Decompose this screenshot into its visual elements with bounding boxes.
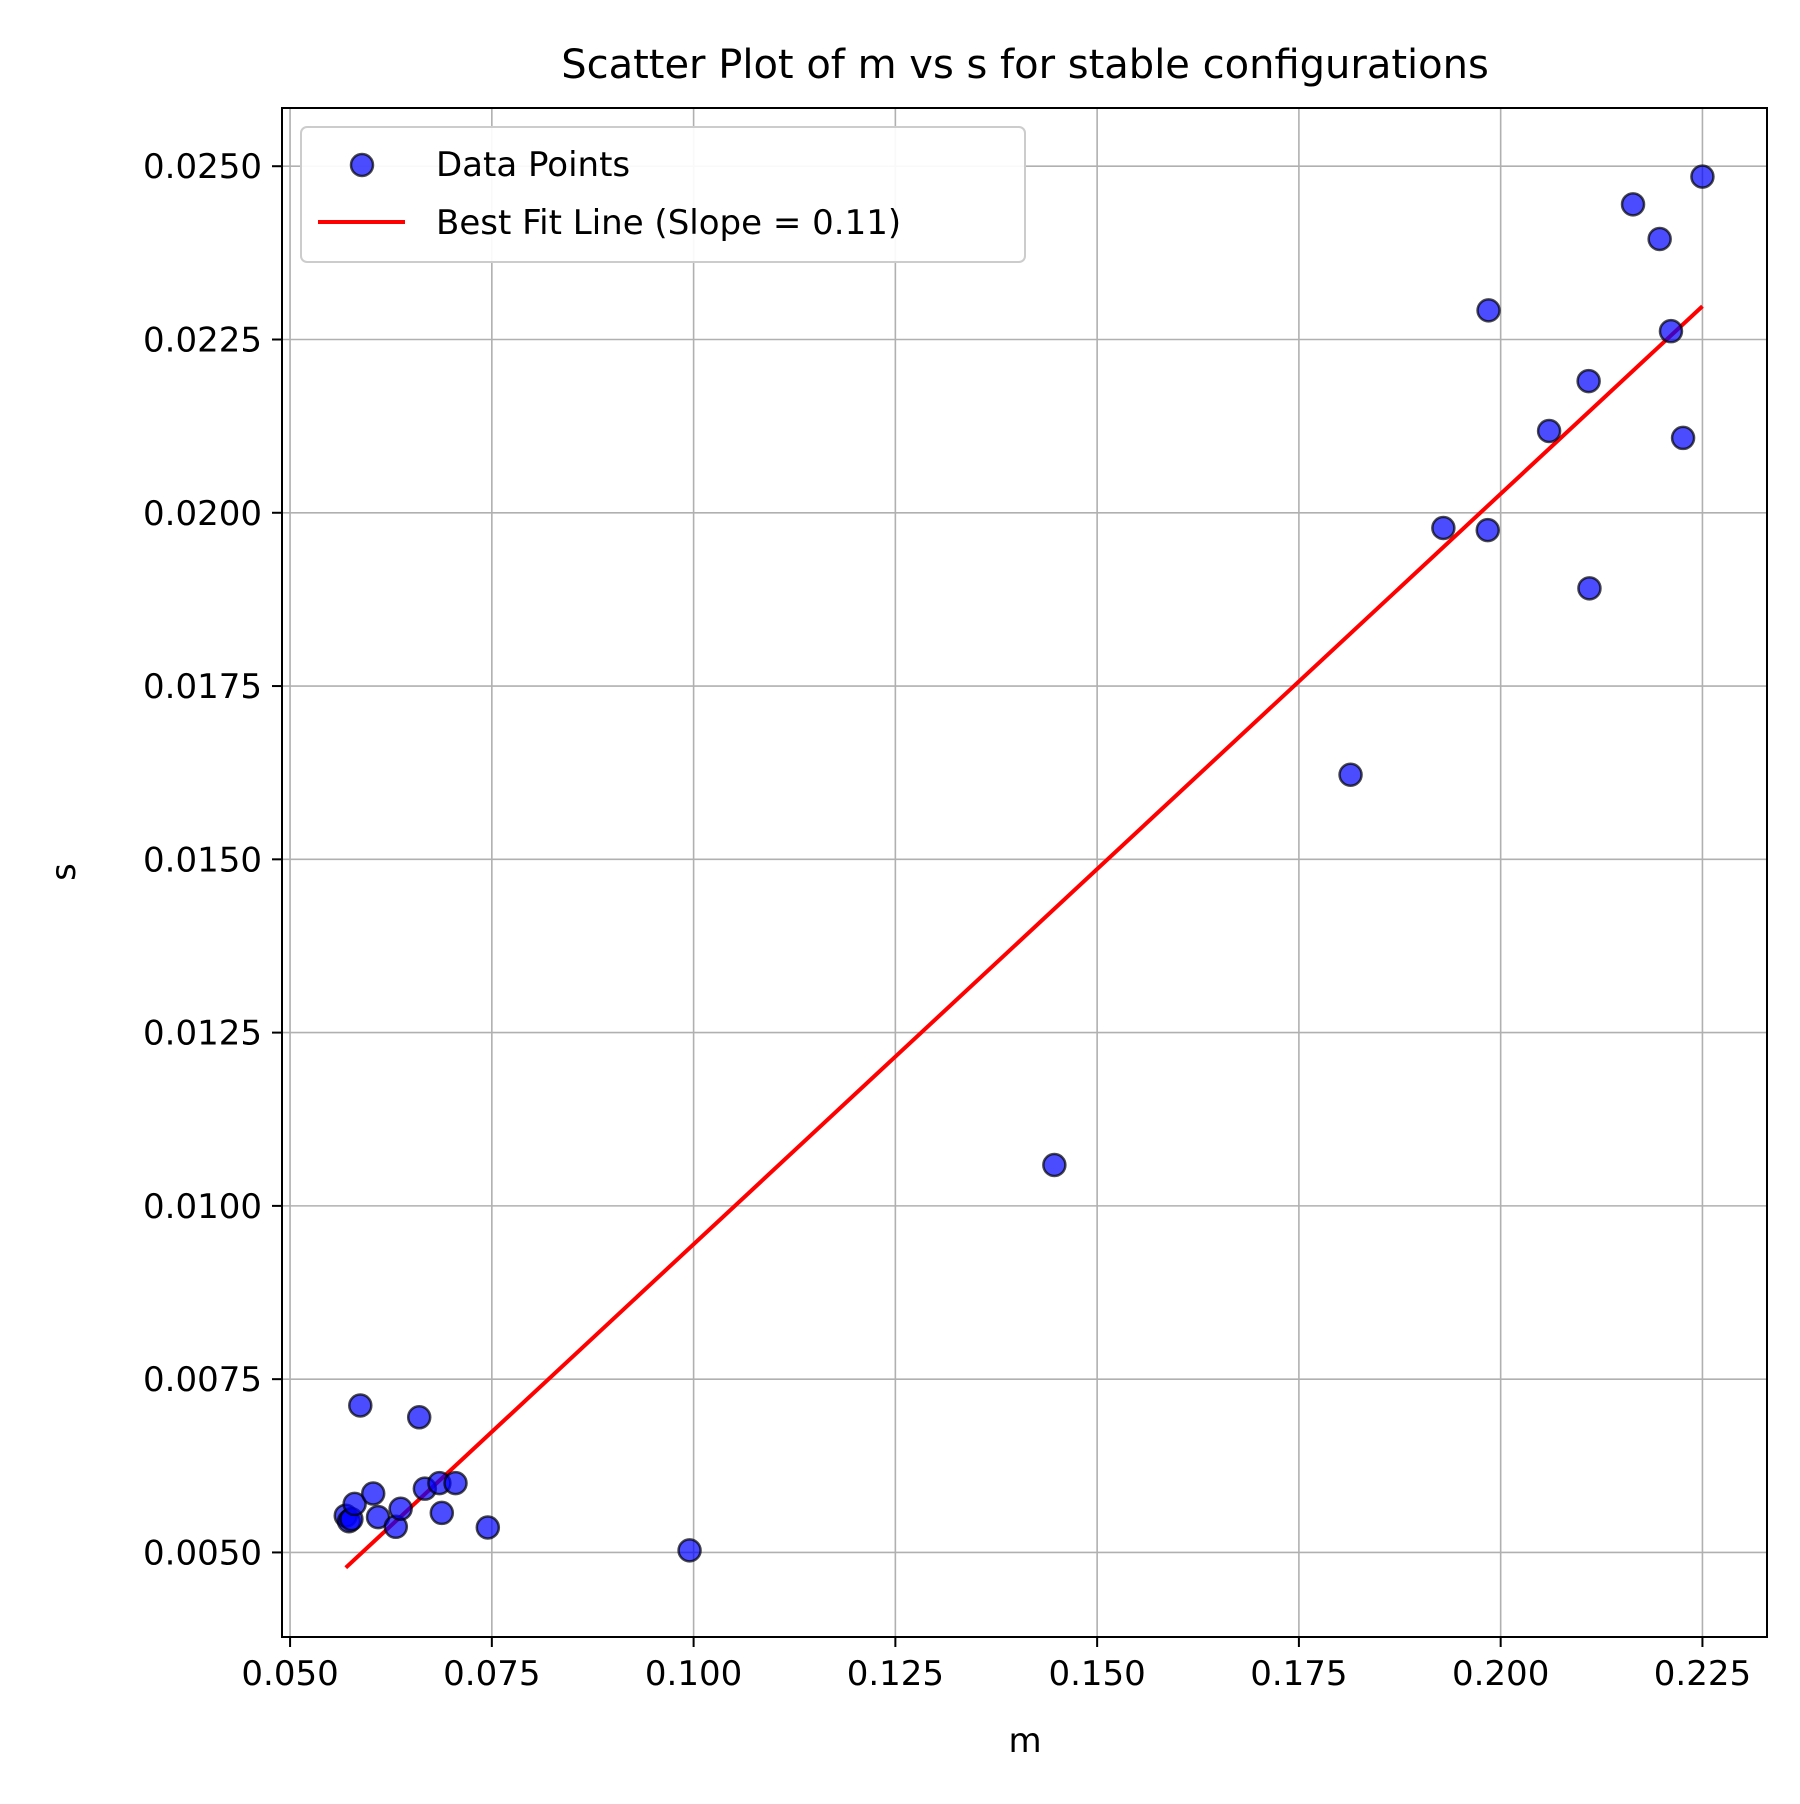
legend: Data Points Best Fit Line (Slope = 0.11) [300,126,1026,263]
data-point [1647,226,1672,252]
data-point [1338,762,1363,788]
best-fit-line [344,304,1704,1570]
x-tick-label: 0.150 [1048,1654,1145,1694]
data-point [360,1481,386,1506]
y-tick-label: 0.0125 [143,1014,262,1054]
x-tick-label: 0.125 [847,1654,944,1694]
plot-frame [281,107,1768,1638]
best-fit-line-layer [344,304,1704,1570]
y-tick-label: 0.0075 [143,1360,262,1400]
data-points-layer [333,164,1715,1563]
x-tick-label: 0.225 [1654,1654,1751,1694]
data-point [388,1496,413,1522]
data-point [1536,418,1562,444]
data-point [1042,1152,1067,1178]
data-point [406,1405,432,1430]
x-tick-label: 0.075 [443,1654,540,1694]
x-tick-label: 0.100 [645,1654,742,1694]
data-point [342,1491,367,1517]
y-tick-label: 0.0050 [143,1533,262,1573]
data-point [429,1500,455,1526]
data-point [1475,517,1501,543]
data-point [1690,164,1715,189]
chart-title: Scatter Plot of m vs s for stable config… [561,42,1489,88]
x-tick-label: 0.175 [1250,1654,1347,1694]
x-axis-ticks: 0.050 0.075 0.100 0.125 0.150 0.175 0.200 0.225 [241,1637,1751,1694]
data-point [1620,192,1646,217]
y-tick-label: 0.0225 [143,320,262,360]
y-tick-label: 0.0100 [143,1187,262,1227]
legend-label-data-points: Data Points [436,145,630,185]
y-axis-ticks: 0.0050 0.0075 0.0100 0.0125 0.0150 0.0175 0.02… [143,147,282,1573]
y-axis-label: s [44,863,84,881]
y-tick-label: 0.0250 [143,147,262,187]
data-point [677,1538,702,1563]
x-tick-label: 0.050 [241,1654,338,1694]
y-tick-label: 0.0150 [143,840,262,880]
data-point [348,1393,373,1418]
y-tick-label: 0.0175 [143,667,262,707]
data-point [1576,368,1601,394]
data-point [1476,298,1501,323]
data-point [1658,318,1684,344]
x-tick-label: 0.200 [1452,1654,1549,1694]
data-point [475,1515,501,1540]
data-point [1431,515,1456,541]
legend-label-best-fit-line: Best Fit Line (Slope = 0.11) [436,203,901,243]
y-tick-label: 0.0200 [143,494,262,534]
data-point [1670,425,1696,451]
legend-box [300,126,1026,263]
legend-marker-data-points [349,152,375,178]
x-axis-label: m [1008,1721,1041,1761]
data-point [1577,576,1602,601]
data-point [443,1470,468,1496]
